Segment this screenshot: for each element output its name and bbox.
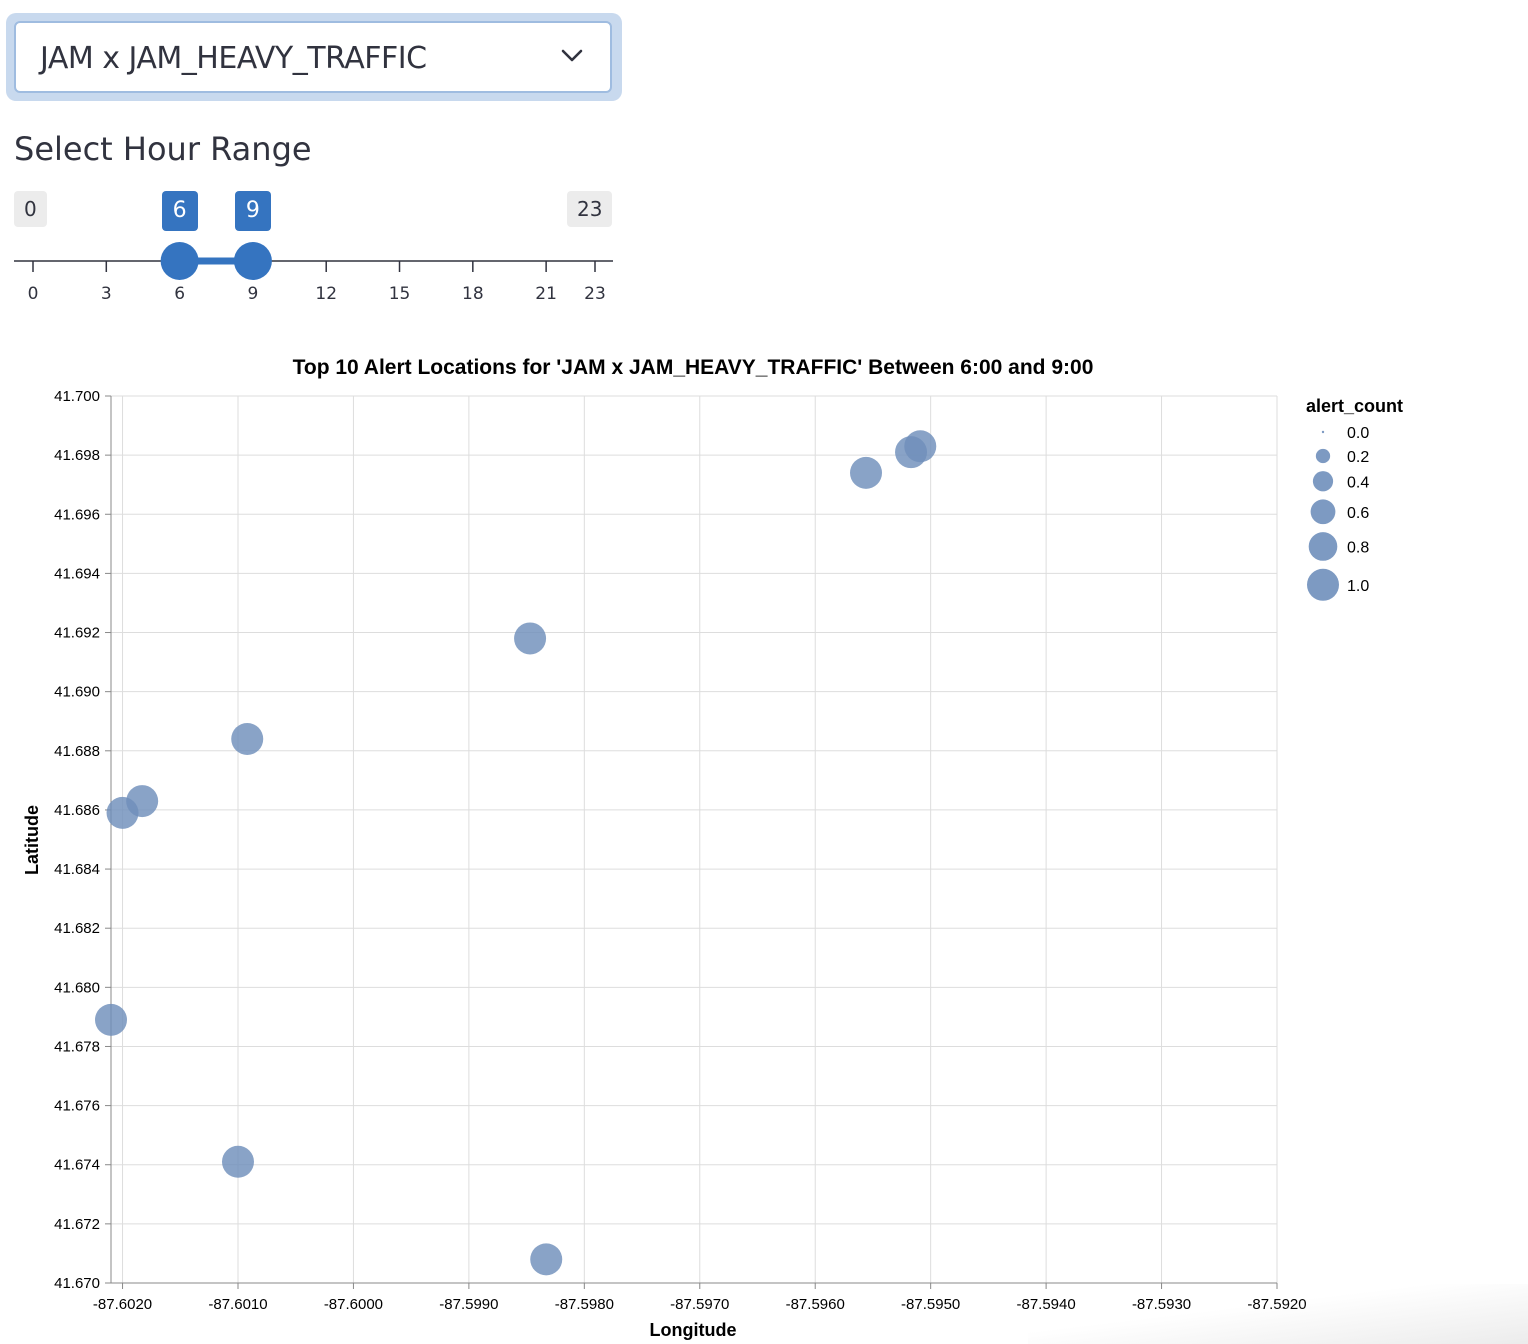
y-tick-label: 41.682 <box>54 920 100 937</box>
y-axis-title: Latitude <box>22 805 42 875</box>
x-axis-title: Longitude <box>650 1320 737 1340</box>
x-tick-label: -87.5960 <box>786 1296 845 1313</box>
legend-symbol <box>1315 448 1331 464</box>
legend-label: 0.6 <box>1347 505 1369 522</box>
slider-high-value: 9 <box>234 191 271 231</box>
y-tick-label: 41.684 <box>54 861 100 878</box>
scatter-point <box>95 1003 127 1036</box>
alert-type-select-value: JAM x JAM_HEAVY_TRAFFIC <box>40 41 427 76</box>
scatter-point <box>221 1145 254 1178</box>
scatter-point <box>850 456 883 489</box>
x-tick-label: -87.6020 <box>93 1296 152 1313</box>
slider-low-value: 6 <box>161 191 198 231</box>
y-tick-label: 41.686 <box>54 802 100 819</box>
legend-symbol <box>1321 430 1325 434</box>
hour-range-slider[interactable]: 0 3 6 9 12 15 18 21 23 <box>0 240 640 310</box>
y-tick-label: 41.690 <box>54 684 100 701</box>
legend-symbol <box>1307 568 1339 601</box>
chart-points <box>95 430 937 1276</box>
slider-tick-label: 6 <box>174 284 185 304</box>
legend-label: 0.4 <box>1347 474 1369 491</box>
y-tick-label: 41.670 <box>54 1275 100 1292</box>
legend-title: alert_count <box>1306 396 1403 416</box>
x-tick-label: -87.5970 <box>670 1296 729 1313</box>
scatter-point <box>904 430 937 463</box>
slider-tick-label: 23 <box>584 284 606 304</box>
slider-label: Select Hour Range <box>14 130 312 168</box>
scatter-chart: -87.6020 -87.6010 -87.6000 -87.5990 -87.5980… <box>22 356 1403 1340</box>
y-tick-label: 41.696 <box>54 506 100 523</box>
x-tick-label: -87.5990 <box>439 1296 498 1313</box>
x-tick-label: -87.5930 <box>1132 1296 1191 1313</box>
x-tick-label: -87.5940 <box>1016 1296 1075 1313</box>
scatter-point <box>530 1243 563 1276</box>
x-tick-label: -87.5920 <box>1247 1296 1306 1313</box>
legend-label: 0.8 <box>1347 539 1369 556</box>
slider-high-handle[interactable] <box>233 242 272 280</box>
legend-symbol <box>1308 532 1338 561</box>
size-legend: alert_count 0.0 0.2 0.4 0.6 0.8 1.0 <box>1306 396 1403 601</box>
y-tick-label: 41.692 <box>54 625 100 642</box>
slider-low-handle[interactable] <box>160 242 199 280</box>
y-tick-label: 41.688 <box>54 743 100 760</box>
slider-tick-label: 0 <box>28 284 39 304</box>
select-focus-ring: JAM x JAM_HEAVY_TRAFFIC <box>6 13 622 101</box>
slider-tick-label: 18 <box>462 284 484 304</box>
x-tick-label: -87.6000 <box>324 1296 383 1313</box>
chart-title: Top 10 Alert Locations for 'JAM x JAM_HE… <box>293 356 1094 379</box>
x-tick-label: -87.5950 <box>901 1296 960 1313</box>
y-tick-label: 41.676 <box>54 1098 100 1115</box>
y-tick-label: 41.672 <box>54 1216 100 1233</box>
y-tick-label: 41.674 <box>54 1157 100 1174</box>
y-tick-label: 41.700 <box>54 388 100 405</box>
slider-tick-label: 12 <box>315 284 337 304</box>
scatter-point <box>126 785 159 818</box>
legend-label: 0.2 <box>1347 449 1369 466</box>
x-tick-label: -87.6010 <box>208 1296 267 1313</box>
slider-min-label: 0 <box>14 191 47 227</box>
scatter-point <box>231 722 264 755</box>
slider-tick-label: 21 <box>535 284 557 304</box>
y-tick-label: 41.694 <box>54 565 100 582</box>
slider-tick-label: 9 <box>247 284 258 304</box>
slider-max-label: 23 <box>567 191 613 227</box>
slider-tick-label: 3 <box>101 284 112 304</box>
slider-tick-label: 15 <box>389 284 411 304</box>
y-tick-label: 41.680 <box>54 979 100 996</box>
legend-label: 0.0 <box>1347 425 1369 442</box>
chart-grid <box>111 395 1278 1284</box>
scatter-point <box>514 622 547 655</box>
chevron-down-icon[interactable] <box>560 47 584 65</box>
legend-symbol <box>1310 499 1336 525</box>
legend-symbol <box>1312 471 1334 492</box>
y-tick-label: 41.698 <box>54 447 100 464</box>
alert-type-select[interactable]: JAM x JAM_HEAVY_TRAFFIC <box>14 21 612 93</box>
x-tick-label: -87.5980 <box>555 1296 614 1313</box>
y-tick-label: 41.678 <box>54 1038 100 1055</box>
legend-label: 1.0 <box>1347 578 1369 595</box>
